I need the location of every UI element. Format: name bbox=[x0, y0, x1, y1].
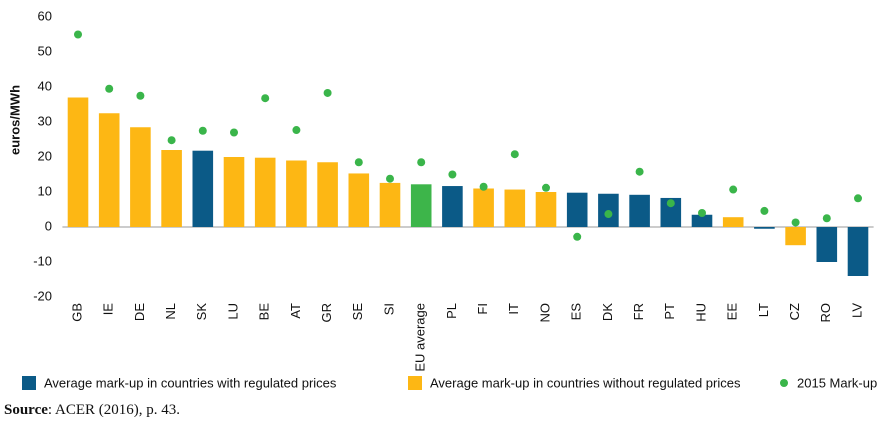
legend-swatch bbox=[22, 376, 36, 390]
dot bbox=[666, 199, 675, 208]
dot bbox=[729, 185, 738, 194]
y-tick-label: 10 bbox=[38, 183, 52, 198]
x-tick-label: HU bbox=[693, 303, 708, 322]
dot bbox=[261, 94, 270, 103]
x-tick-label: AT bbox=[288, 303, 303, 319]
legend-swatch bbox=[408, 376, 422, 390]
x-tick-label: DE bbox=[132, 303, 147, 321]
bar bbox=[691, 214, 713, 227]
dot bbox=[822, 214, 831, 223]
x-tick-label: SK bbox=[194, 303, 209, 321]
y-tick-label: 0 bbox=[45, 218, 52, 233]
x-tick-label: PL bbox=[444, 303, 459, 319]
x-tick-label: PT bbox=[662, 303, 677, 320]
x-tick-label: BE bbox=[257, 303, 272, 321]
dot bbox=[542, 183, 550, 192]
dot bbox=[698, 209, 706, 217]
bar bbox=[317, 162, 338, 227]
x-tick-label: DK bbox=[600, 303, 615, 321]
dot bbox=[604, 210, 613, 219]
x-tick-label: LV bbox=[849, 303, 864, 318]
x-tick-label: FR bbox=[631, 303, 646, 320]
x-tick-label: GB bbox=[69, 303, 84, 322]
legend-label: 2015 Mark-up bbox=[797, 375, 877, 390]
y-tick-label: 60 bbox=[38, 8, 52, 23]
x-tick-label: LT bbox=[756, 303, 771, 317]
dot bbox=[354, 158, 363, 167]
y-tick-label: 30 bbox=[38, 113, 52, 128]
legend-label: Average mark-up in countries with regula… bbox=[44, 375, 337, 390]
bar bbox=[130, 127, 151, 227]
dot bbox=[74, 30, 82, 39]
bar bbox=[754, 227, 775, 229]
bar bbox=[223, 157, 245, 227]
x-tick-label: LU bbox=[225, 303, 240, 320]
y-axis-label: euros/MWh bbox=[7, 85, 22, 155]
x-tick-label: NL bbox=[163, 303, 178, 320]
bar bbox=[785, 227, 806, 246]
x-tick-label: IE bbox=[101, 303, 116, 316]
bar bbox=[629, 194, 650, 227]
dot bbox=[198, 126, 207, 135]
bar bbox=[847, 227, 869, 276]
bar bbox=[535, 192, 557, 227]
dot bbox=[136, 91, 145, 100]
dot bbox=[448, 170, 457, 179]
x-tick-label: ES bbox=[569, 303, 584, 321]
dot bbox=[791, 218, 800, 227]
dot bbox=[167, 136, 176, 145]
dot bbox=[510, 150, 519, 159]
dot bbox=[479, 182, 488, 191]
y-tick-label: -20 bbox=[33, 288, 52, 303]
bar bbox=[473, 188, 494, 227]
dot bbox=[573, 232, 582, 241]
y-tick-label: -10 bbox=[33, 253, 52, 268]
x-tick-label: IT bbox=[506, 303, 521, 315]
bar bbox=[254, 157, 276, 227]
dot bbox=[292, 126, 301, 135]
bar bbox=[98, 113, 120, 227]
y-tick-label: 40 bbox=[38, 78, 52, 93]
bar bbox=[348, 173, 370, 227]
legend-dot bbox=[780, 379, 788, 387]
x-tick-label: NO bbox=[537, 303, 552, 323]
bar bbox=[816, 227, 838, 262]
dot bbox=[635, 167, 644, 176]
bar bbox=[722, 217, 744, 227]
bar bbox=[504, 189, 526, 227]
bar bbox=[286, 160, 307, 227]
x-tick-label: CZ bbox=[787, 303, 802, 320]
x-tick-label: RO bbox=[818, 303, 833, 323]
bar bbox=[442, 186, 463, 227]
dot bbox=[386, 174, 394, 183]
source: Source: ACER (2016), p. 43. bbox=[4, 402, 180, 418]
source-text: : ACER (2016), p. 43. bbox=[48, 402, 180, 418]
legend-label: Average mark-up in countries without reg… bbox=[430, 375, 741, 390]
x-tick-label: EE bbox=[725, 303, 740, 321]
dot bbox=[854, 194, 862, 203]
bar bbox=[67, 97, 89, 227]
x-tick-label: GR bbox=[319, 303, 334, 323]
bar bbox=[410, 184, 432, 227]
bar bbox=[566, 192, 588, 227]
bar bbox=[161, 150, 182, 227]
bar bbox=[192, 150, 214, 227]
dot bbox=[230, 128, 238, 137]
dot bbox=[323, 88, 332, 97]
bar bbox=[379, 182, 401, 227]
x-tick-label: FI bbox=[475, 303, 490, 315]
y-tick-label: 20 bbox=[38, 148, 52, 163]
dot bbox=[417, 158, 426, 167]
source-label: Source bbox=[4, 402, 48, 418]
y-tick-label: 50 bbox=[38, 43, 52, 58]
x-tick-label: SI bbox=[381, 303, 396, 315]
dot bbox=[105, 84, 114, 93]
x-tick-label: EU average bbox=[413, 303, 428, 372]
x-tick-label: SE bbox=[350, 303, 365, 321]
dot bbox=[760, 206, 769, 215]
bar bbox=[660, 197, 682, 227]
